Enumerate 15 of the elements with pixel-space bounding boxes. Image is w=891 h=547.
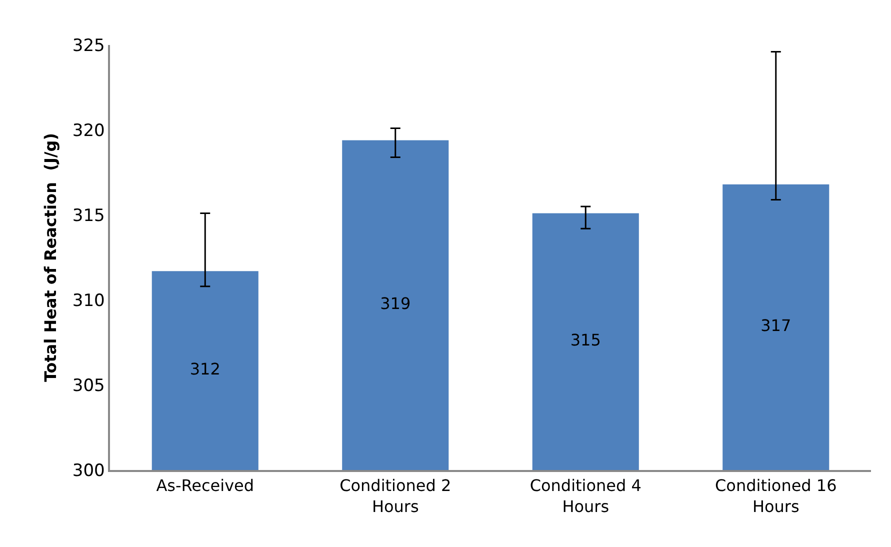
data-label: 312 bbox=[190, 360, 220, 379]
x-tick-label: Conditioned 16 Hours bbox=[714, 476, 837, 516]
x-tick-label: As-Received bbox=[156, 476, 254, 495]
y-tick-label: 325 bbox=[72, 36, 105, 56]
y-tick-label: 305 bbox=[72, 376, 105, 396]
y-tick-label: 315 bbox=[72, 206, 105, 226]
y-axis-title: Total Heat of Reaction (J/g) bbox=[40, 132, 60, 382]
data-label: 319 bbox=[380, 294, 411, 314]
data-label: 317 bbox=[760, 316, 792, 336]
x-tick-label: Conditioned 2 Hours bbox=[340, 476, 452, 516]
data-label: 315 bbox=[570, 330, 601, 350]
y-tick-label: 300 bbox=[72, 460, 105, 481]
y-tick-label: 320 bbox=[72, 120, 105, 141]
y-tick-label: 310 bbox=[72, 290, 105, 311]
x-tick-label: Conditioned 4 Hours bbox=[530, 476, 642, 516]
